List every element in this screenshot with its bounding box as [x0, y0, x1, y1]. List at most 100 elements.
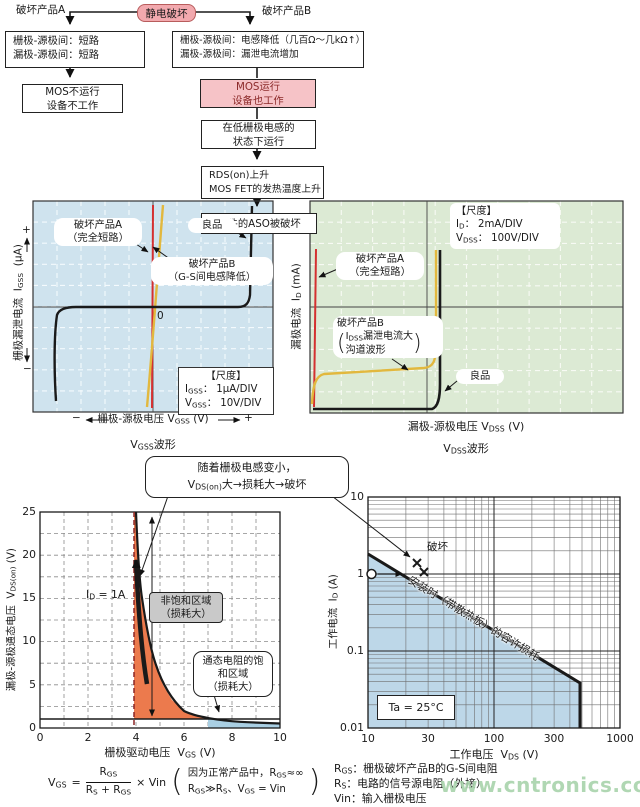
vgss-y-minus: − [23, 363, 32, 375]
flow-box-b2: MOS运行 设备也工作 [200, 79, 316, 108]
vgs-formula: VGS = RGS RS + RGS × Vin ( 因为正常产品中，RGS≈∞… [48, 766, 320, 799]
vds-y-axis-title: 工作电流 ID (A) [327, 574, 340, 650]
saturation-line2: 和区域 [217, 668, 249, 680]
operating-point-marker [366, 568, 377, 580]
vgs-xtick-8: 8 [228, 731, 236, 744]
flow-box-a1-line2: 漏极-源极间：短路 [13, 49, 100, 61]
flow-box-b1-line2: 漏极-源极间：漏泄电流增加 [180, 49, 299, 60]
formula-lhs: VGS [48, 775, 67, 789]
vds-xtick-30: 30 [421, 732, 435, 745]
leader-vdss-good [444, 380, 458, 392]
vdss-product-b-paren-group: ( IDSS漏泄电流大 沟道波形 ) [337, 331, 422, 357]
vgs-ytick-0: 0 [29, 721, 36, 734]
vdss-product-a-line2: （完全短路） [349, 266, 411, 278]
connector-root-to-b [194, 11, 255, 25]
vds-ytick-1: 1 [357, 567, 364, 580]
vdss-curve-product-a [313, 248, 317, 408]
vgs-x-axis-title: 栅极驱动电压 VGS (V) [104, 746, 216, 760]
ta-25c-box: Ta = 25°C [377, 695, 455, 720]
formula-numerator: RGS [99, 766, 118, 779]
vds-xtick-10: 10 [361, 732, 375, 745]
destroy-label: 破坏 [427, 541, 448, 553]
vgss-y-axis-cjk: 栅极漏泄电流 [12, 297, 25, 361]
vgs-ytick-20: 20 [22, 548, 36, 561]
flow-box-b2-line2: 设备也工作 [232, 94, 284, 107]
flow-box-a2: MOS不运行 设备不工作 [22, 84, 123, 113]
leader-vdss-product-b [391, 358, 409, 371]
vds-xtick-100: 100 [483, 732, 505, 745]
saturation-line1: 通态电阻的饱 [202, 655, 264, 667]
flow-box-b4-line2: MOS FET的发热温度上升 [209, 184, 321, 195]
allowed-power-line [367, 552, 582, 728]
vgs-xtick-10: 10 [273, 731, 287, 744]
branch-b-label: 破坏产品B [262, 5, 312, 17]
formula-denominator: RS + RGS [85, 783, 132, 797]
failure-x-mark-2 [419, 567, 429, 577]
paren-close: ) [413, 331, 422, 357]
flow-box-a1: 栅极-源极间：短路 漏极-源极间：短路 [5, 31, 145, 68]
vgss-curve-product-b [145, 204, 165, 408]
vdss-good-label: 良品 [456, 369, 504, 384]
bubble-line2: VDS(on)大→损耗大→破坏 [187, 477, 307, 492]
vds-chart-border [367, 496, 621, 729]
vgss-x-plus: + [244, 412, 253, 424]
vgss-zero-label: 0 [157, 310, 164, 322]
vgss-scale-box: 【尺度】 IGSS： 1μA/DIV VGSS： 10V/DIV [178, 367, 274, 415]
vdss-product-a-line1: 破坏产品A [355, 253, 405, 265]
id-1a-label: ID = 1A [86, 588, 126, 602]
vgs-ytick-10: 10 [22, 634, 36, 647]
vgss-caption: VGSS波形 [130, 438, 176, 452]
vgss-x-minus: − [72, 412, 81, 424]
vgss-scale-row2: VGSS： 10V/DIV [185, 398, 262, 410]
vdss-product-b-line1: 破坏产品B [337, 318, 384, 329]
vgs-xtick-2: 2 [84, 731, 92, 744]
vds-xtick-300: 300 [543, 732, 565, 745]
vgss-curve-good [53, 205, 254, 402]
annotation-bubble: 随着栅极电感变小， VDS(on)大→损耗大→破坏 [145, 456, 349, 498]
flow-box-b3: 在低栅极电感的 状态下运行 [201, 120, 316, 149]
vdss-y-axis-title: 漏极电流 ID (mA) [290, 263, 303, 350]
non-saturation-line1: 非饱和区域 [160, 595, 212, 607]
vgss-y-symbol: I [12, 288, 25, 292]
flow-box-b2-line1: MOS运行 [235, 80, 281, 93]
vdss-scale-row2: VDSS： 100V/DIV [456, 233, 539, 245]
vgss-y-unit: (μA) [12, 244, 25, 267]
vgs-y-axis-title: 漏极-源极通态电压 VDS(on) (V) [5, 548, 18, 692]
vgs-xtick-4: 4 [132, 731, 140, 744]
vgs-xtick-0: 0 [36, 731, 44, 744]
leader-bubble-to-vds-chart [331, 495, 411, 558]
watermark: www.cntronics.com [440, 773, 640, 797]
vds-xtick-1000: 1000 [606, 732, 634, 745]
vgs-ytick-5: 5 [29, 678, 36, 691]
formula-paren-content: 因为正常产品中，RGS≈∞ RGS≫RS、VGS = Vin [187, 768, 304, 796]
leader-bubble-to-vgs-chart [139, 495, 169, 577]
vgs-vdson-curve [134, 511, 281, 725]
fraction-bar [85, 781, 132, 783]
non-saturation-region-label: 非饱和区域 （损耗大） [149, 592, 223, 623]
formula-times-vin: × Vin [136, 775, 167, 789]
vgss-product-b-label: 破坏产品B （G-S间电感降低） [151, 257, 273, 285]
flow-box-a2-line1: MOS不运行 [45, 85, 100, 98]
flow-box-b1-line1: 栅极-源极间：电感降低（几百Ω～几kΩ↑） [180, 35, 366, 46]
vds-ytick-0p01: 0.01 [339, 721, 364, 734]
bubble-line1: 随着栅极电感变小， [197, 460, 297, 474]
vgss-x-axis-title: 栅极-源极电压 VGSS (V) [97, 413, 209, 426]
vdss-caption: VDSS波形 [443, 442, 489, 456]
vgss-product-b-line1: 破坏产品B [188, 259, 236, 270]
formula-fraction: RGS RS + RGS [85, 766, 132, 798]
vgss-good-label: 良品 [188, 218, 236, 233]
formula-paren-open: ( [171, 764, 183, 800]
flow-box-b1: 栅极-源极间：电感降低（几百Ω～几kΩ↑） 漏极-源极间：漏泄电流增加 [172, 31, 366, 68]
note-rgs: RGS：栅极破坏产品B的G-S间电阻 [334, 762, 498, 776]
vds-ytick-0p1: 0.1 [346, 644, 364, 657]
branch-a-label: 破坏产品A [16, 4, 66, 16]
vgs-ytick-15: 15 [22, 591, 36, 604]
vgs-xtick-6: 6 [180, 731, 188, 744]
vgss-scale-row1: IGSS： 1μA/DIV [185, 384, 258, 396]
flow-box-b4: RDS(on)上升 MOS FET的发热温度上升 [201, 166, 324, 199]
flow-box-b3-line2: 状态下运行 [232, 135, 285, 148]
vdss-x-axis-title: 漏极-源极电压 VDSS (V) [407, 420, 525, 434]
vdss-y-axis-cjk: 漏极电流 [290, 307, 303, 350]
